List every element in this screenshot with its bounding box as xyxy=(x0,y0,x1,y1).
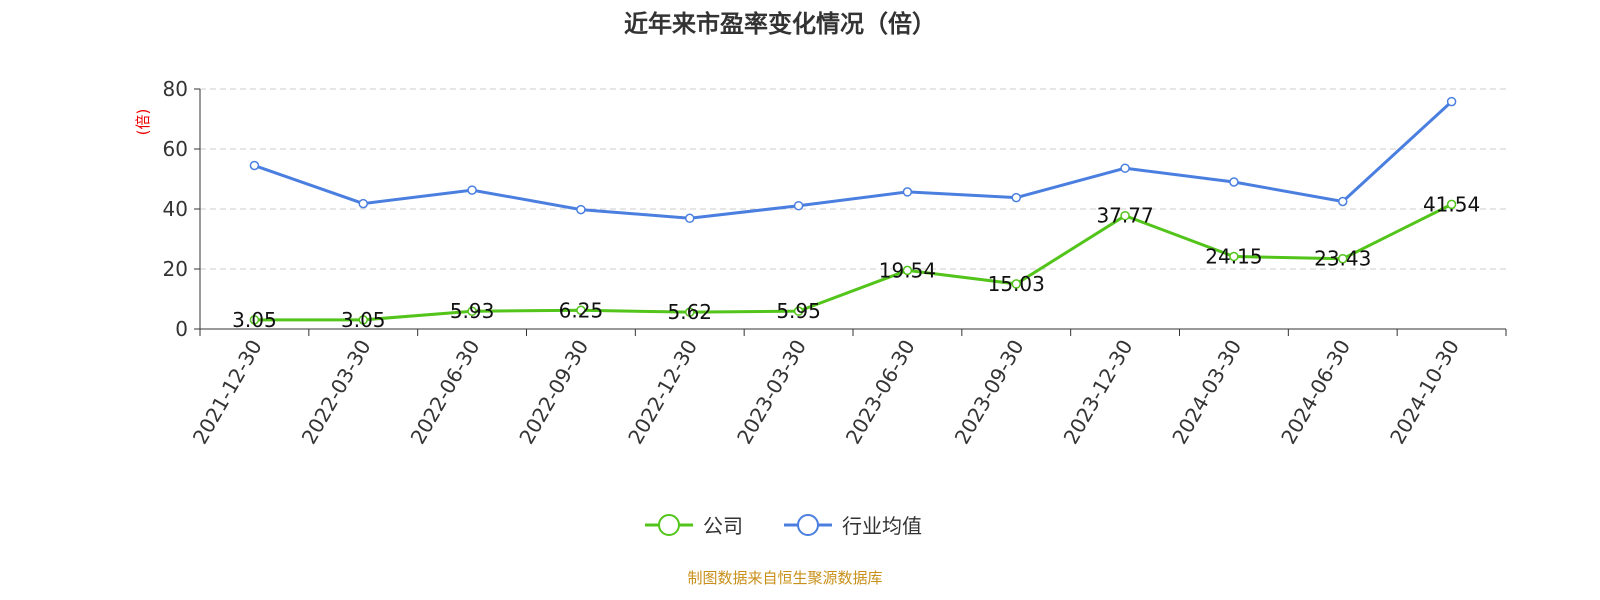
x-tick-label: 2022-06-30 xyxy=(406,336,485,449)
legend-marker-icon xyxy=(658,514,680,536)
data-point xyxy=(358,315,368,325)
data-label: 3.05 xyxy=(341,308,386,332)
data-point xyxy=(1338,196,1348,207)
data-point xyxy=(1338,253,1348,264)
data-label: 24.15 xyxy=(1205,245,1262,269)
data-point xyxy=(249,160,260,171)
data-point xyxy=(576,305,586,315)
y-tick-label: 80 xyxy=(163,77,188,101)
data-point xyxy=(1120,163,1130,173)
data-label: 6.25 xyxy=(559,298,604,322)
legend-marker-icon xyxy=(797,514,819,536)
x-tick-label: 2024-10-30 xyxy=(1385,336,1464,449)
x-tick-label: 2024-03-30 xyxy=(1167,336,1246,449)
data-point xyxy=(576,204,586,215)
data-point xyxy=(793,200,804,211)
data-label: 5.95 xyxy=(776,299,821,323)
data-label: 19.54 xyxy=(879,258,936,282)
y-tick-label: 40 xyxy=(163,197,188,221)
data-point xyxy=(467,185,477,195)
x-tick-label: 2024-06-30 xyxy=(1276,336,1355,449)
data-point xyxy=(1229,251,1239,262)
x-tick-label: 2022-12-30 xyxy=(623,336,702,449)
data-point xyxy=(902,187,913,197)
y-tick-label: 60 xyxy=(163,137,188,161)
x-tick-label: 2021-12-30 xyxy=(188,336,267,449)
series-line-1 xyxy=(253,100,1453,220)
x-tick-label: 2022-03-30 xyxy=(297,336,376,449)
data-point xyxy=(1120,210,1130,221)
data-point xyxy=(902,265,913,276)
legend-label: 公司 xyxy=(703,514,743,538)
data-point xyxy=(793,306,804,316)
data-source-note: 制图数据来自恒生聚源数据库 xyxy=(687,569,882,587)
legend-label: 行业均值 xyxy=(842,514,922,538)
data-point xyxy=(1446,199,1457,210)
data-point xyxy=(1011,192,1021,203)
data-point xyxy=(1446,96,1457,107)
data-label: 23.43 xyxy=(1314,247,1371,271)
data-point xyxy=(1011,279,1021,289)
data-point xyxy=(685,307,695,317)
chart-title: 近年来市盈率变化情况（倍） xyxy=(624,10,936,38)
y-axis-label: (倍) xyxy=(134,109,152,136)
data-label: 5.62 xyxy=(667,300,712,324)
x-tick-label: 2023-09-30 xyxy=(950,336,1029,449)
x-tick-label: 2023-12-30 xyxy=(1059,336,1138,449)
data-point xyxy=(467,306,477,316)
x-tick-label: 2022-09-30 xyxy=(514,336,593,449)
data-point xyxy=(1229,177,1239,187)
data-label: 5.93 xyxy=(450,299,495,323)
data-label: 3.05 xyxy=(232,308,277,332)
data-point xyxy=(249,315,260,325)
data-label: 37.77 xyxy=(1096,204,1153,228)
data-label: 41.54 xyxy=(1423,192,1480,216)
data-point xyxy=(358,198,368,209)
y-tick-label: 20 xyxy=(163,257,188,281)
x-tick-label: 2023-03-30 xyxy=(732,336,811,449)
data-label: 15.03 xyxy=(988,272,1045,296)
series-line-0 xyxy=(254,203,1453,322)
x-tick-label: 2023-06-30 xyxy=(841,336,920,449)
data-point xyxy=(685,213,695,224)
y-tick-label: 0 xyxy=(175,317,188,341)
